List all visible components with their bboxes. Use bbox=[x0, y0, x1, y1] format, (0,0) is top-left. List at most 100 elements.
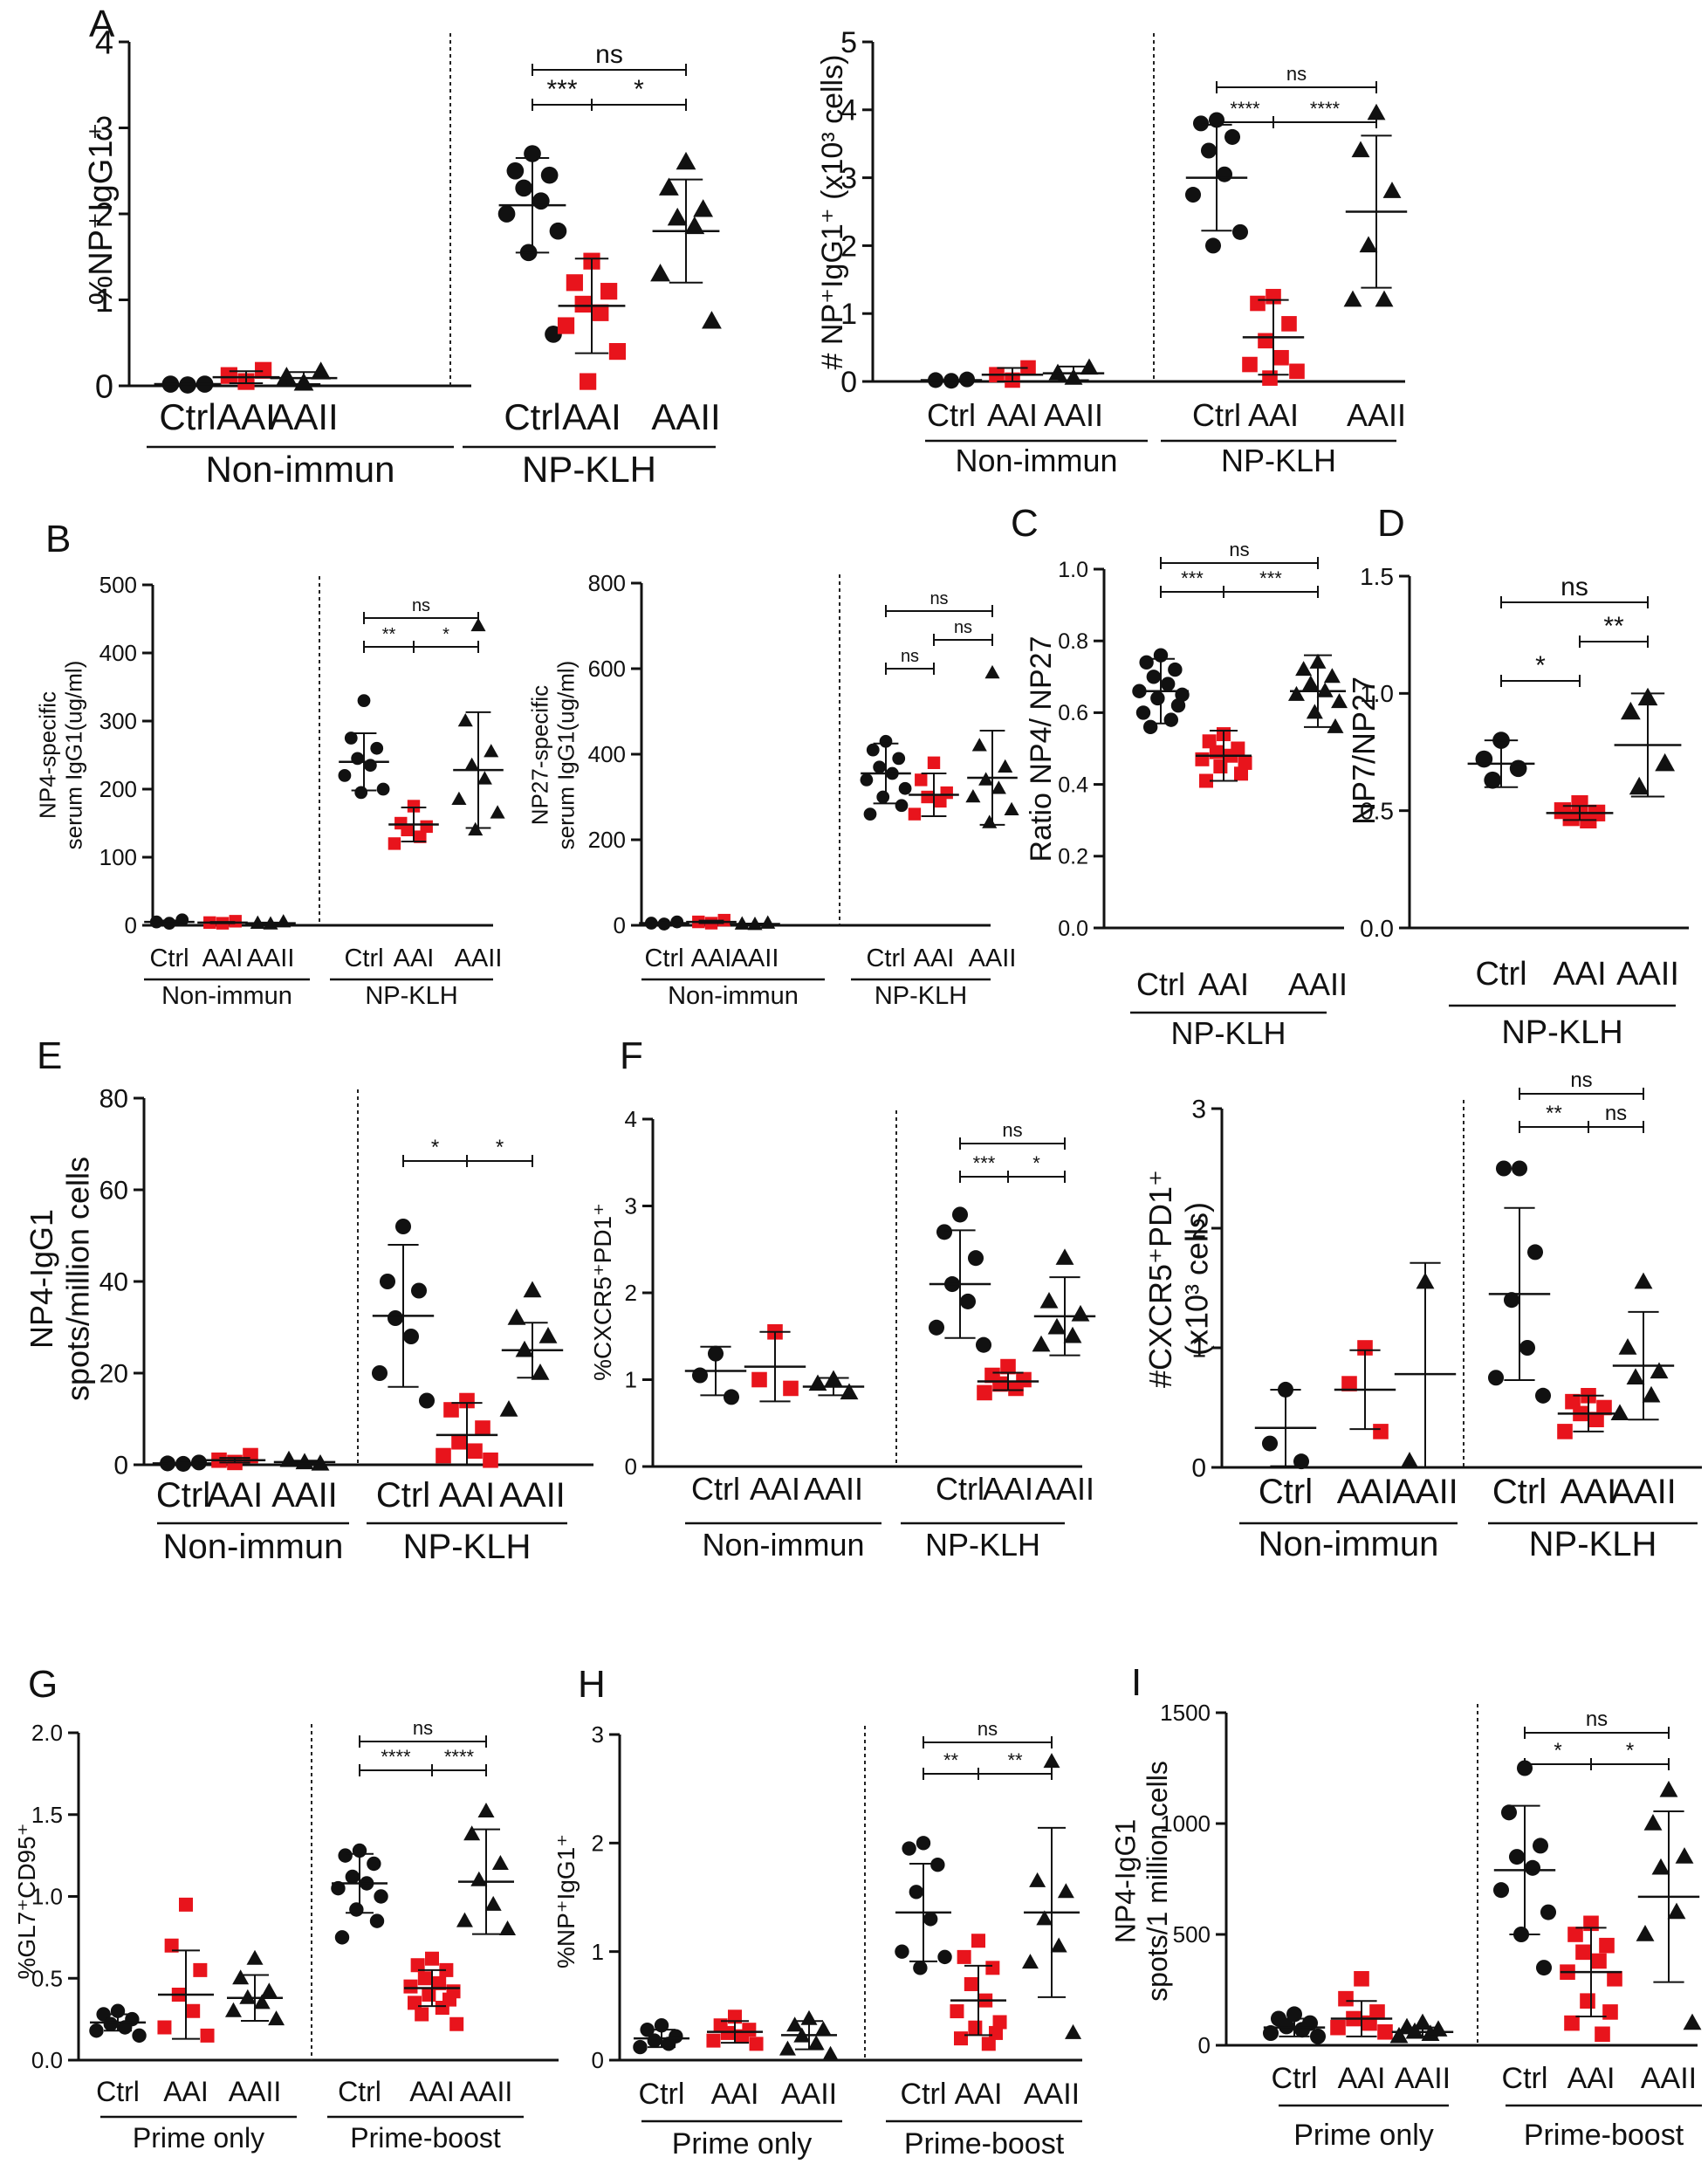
y-tick-label: 20 bbox=[99, 1360, 128, 1389]
data-point bbox=[464, 757, 480, 771]
data-point bbox=[985, 1961, 1000, 1975]
y-tick-label: 4 bbox=[95, 24, 113, 61]
data-point bbox=[908, 807, 922, 821]
category-label: Ctrl bbox=[644, 945, 683, 972]
y-axis-label: spots/million cells bbox=[60, 1157, 96, 1401]
category-label: Ctrl bbox=[344, 945, 383, 972]
data-point bbox=[1503, 1292, 1520, 1309]
data-point bbox=[1655, 752, 1676, 772]
category-label: AAII bbox=[1610, 1473, 1677, 1511]
data-point bbox=[928, 1319, 945, 1336]
data-point bbox=[349, 1902, 364, 1917]
group-label: NP-KLH bbox=[365, 982, 457, 1010]
category-label: Ctrl bbox=[1192, 397, 1241, 433]
data-point bbox=[592, 304, 609, 321]
data-point bbox=[1204, 237, 1222, 254]
series-3 bbox=[245, 914, 296, 930]
data-point bbox=[1261, 1435, 1279, 1452]
data-point bbox=[1599, 1937, 1615, 1954]
category-label: Ctrl bbox=[338, 2076, 381, 2107]
series-1 bbox=[144, 913, 195, 931]
y-tick-label: 0 bbox=[113, 1452, 128, 1480]
group-label: Prime only bbox=[1293, 2119, 1434, 2152]
series-2 bbox=[1546, 795, 1614, 829]
data-point bbox=[1495, 1160, 1513, 1177]
data-point bbox=[1234, 766, 1248, 781]
series-4 bbox=[371, 1218, 436, 1409]
data-point bbox=[1567, 1927, 1583, 1942]
y-tick-label: 600 bbox=[588, 656, 626, 682]
category-label: AAII bbox=[271, 1476, 338, 1515]
data-point bbox=[1080, 358, 1099, 375]
y-tick-label: 0 bbox=[125, 912, 137, 938]
data-point bbox=[633, 2039, 648, 2055]
significance-bracket: * bbox=[1500, 651, 1581, 687]
group-label: NP-KLH bbox=[403, 1528, 532, 1566]
data-point bbox=[600, 283, 618, 300]
y-tick-label: 100 bbox=[99, 844, 137, 870]
data-point bbox=[1039, 1291, 1059, 1309]
y-tick-label: 400 bbox=[99, 640, 137, 666]
data-point bbox=[557, 317, 575, 334]
series-1 bbox=[684, 1345, 747, 1405]
data-point bbox=[982, 814, 998, 828]
significance-label: ns bbox=[413, 1717, 433, 1739]
data-point bbox=[1063, 1326, 1082, 1343]
significance-label: ns bbox=[1002, 1119, 1022, 1141]
y-tick-label: 500 bbox=[1173, 1921, 1211, 1948]
series-4 bbox=[928, 1206, 992, 1353]
significance-label: ns bbox=[901, 647, 919, 666]
data-point bbox=[276, 914, 292, 928]
y-tick-label: 0 bbox=[625, 1453, 637, 1480]
significance-bracket: ** bbox=[977, 1749, 1053, 1780]
data-point bbox=[1309, 2028, 1327, 2044]
category-label: AAII bbox=[804, 1471, 863, 1507]
data-point bbox=[1382, 182, 1402, 198]
significance-bracket: *** bbox=[1160, 567, 1224, 598]
data-point bbox=[439, 1962, 454, 1977]
category-label: Ctrl bbox=[936, 1471, 984, 1507]
series-5 bbox=[388, 800, 439, 850]
data-point bbox=[484, 1895, 502, 1911]
series-2 bbox=[1330, 1971, 1393, 2040]
significance-bracket: ns bbox=[885, 647, 935, 675]
series-3 bbox=[273, 1450, 336, 1471]
data-point bbox=[515, 179, 533, 197]
data-point bbox=[1634, 1272, 1653, 1289]
y-tick-label: 5 bbox=[840, 26, 857, 59]
significance-bracket: ns bbox=[363, 596, 479, 624]
y-tick-label: 0.2 bbox=[1058, 845, 1088, 869]
data-point bbox=[179, 1897, 193, 1912]
y-axis-label: NP7/NP27 bbox=[1346, 677, 1382, 825]
y-axis-label: %NP⁺IgG1⁺ bbox=[552, 1834, 580, 1968]
category-label: AAI bbox=[1338, 2062, 1386, 2095]
y-tick-label: 0.5 bbox=[31, 1965, 63, 1991]
significance-bracket: *** bbox=[959, 1152, 1009, 1183]
data-point bbox=[1341, 1376, 1357, 1391]
panel-letter: I bbox=[1131, 1661, 1142, 1704]
y-tick-label: 800 bbox=[588, 570, 626, 596]
data-point bbox=[975, 1336, 992, 1353]
significance-label: *** bbox=[1259, 567, 1282, 589]
significance-label: ** bbox=[1007, 1749, 1023, 1771]
category-label: Ctrl bbox=[1502, 2062, 1548, 2095]
data-point bbox=[1413, 2013, 1432, 2030]
series-2 bbox=[197, 915, 248, 930]
category-label: AAI bbox=[207, 1476, 263, 1515]
data-point bbox=[814, 2021, 832, 2037]
significance-label: ns bbox=[595, 40, 623, 69]
panel-letter: B bbox=[45, 518, 71, 560]
significance-bracket: *** bbox=[1223, 567, 1319, 598]
data-point bbox=[157, 2020, 172, 2035]
y-tick-label: 1.5 bbox=[1360, 563, 1394, 590]
significance-bracket: * bbox=[413, 625, 479, 653]
data-point bbox=[436, 1447, 451, 1464]
category-label: AAII bbox=[731, 945, 779, 972]
y-tick-label: 500 bbox=[99, 572, 137, 598]
category-label: AAI bbox=[1553, 956, 1606, 993]
y-tick-label: 3 bbox=[625, 1193, 637, 1219]
group-label: Non-immun bbox=[668, 982, 799, 1010]
